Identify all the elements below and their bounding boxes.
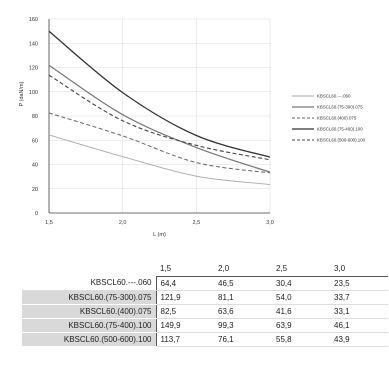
line-chart: 0 20 40 60 80 100 120 140 160 1,5 2,0 2,5 3,0 L (m) P …: [19, 17, 366, 238]
table-cell: 64,4: [156, 276, 214, 291]
x-tick-label: 1,5: [45, 220, 53, 226]
legend-label: KBSCL60.(400).075: [317, 116, 357, 121]
table-cell: 41,6: [272, 304, 330, 319]
table-cell: 113,7: [156, 332, 214, 347]
chart-axes: 0 20 40 60 80 100 120 140 160 1,5 2,0 2,5 3,0 L (m) P …: [19, 17, 274, 238]
table-header: 2,0: [214, 262, 272, 277]
row-label: KBSCL60.(500-600).100: [22, 332, 157, 347]
table-row: KBSCL60.(75-400).100 149,9 99,3 63,9 46,…: [22, 318, 388, 333]
row-label: KBSCL60.(75-300).075: [22, 290, 157, 305]
series-line: [48, 64, 271, 173]
series-line: [48, 134, 271, 185]
table-row: KBSCL60.(500-600).100 113,7 76,1 55,8 43…: [22, 332, 388, 347]
y-axis-label: P (daN/m): [19, 81, 25, 106]
table-row: KBSCL60.(400).075 82,5 63,6 41,6 33,1: [22, 304, 388, 319]
x-tick-label: 2,0: [119, 220, 127, 226]
table-cell: 76,1: [214, 332, 272, 347]
table-cell: 33,7: [330, 290, 388, 305]
table-cell: 55,8: [272, 332, 330, 347]
y-tick-label: 160: [29, 17, 38, 23]
table-header: 1,5: [156, 262, 214, 277]
table-cell: 82,5: [156, 304, 214, 319]
x-tick-label: 3,0: [266, 220, 274, 226]
table-header: 3,0: [330, 262, 388, 277]
table-cell: 63,6: [214, 304, 272, 319]
series-line: [48, 112, 271, 174]
table-cell: 23,5: [330, 276, 388, 291]
table-row: KBSCL60.---.060 64,4 46,5 30,4 23,5: [22, 276, 388, 291]
y-tick-label: 140: [29, 41, 38, 47]
chart-series: [48, 30, 271, 185]
row-label: KBSCL60.---.060: [22, 276, 157, 291]
row-label: KBSCL60.(400).075: [22, 304, 157, 319]
legend-label: KBSCL60.(75-300).075: [317, 105, 363, 110]
table-cell: 99,3: [214, 318, 272, 333]
table-cell: 30,4: [272, 276, 330, 291]
table-header: 2,5: [272, 262, 330, 277]
table-header-row: 1,5 2,0 2,5 3,0: [22, 262, 388, 277]
series-line: [48, 74, 271, 161]
table-cell: 121,9: [156, 290, 214, 305]
x-tick-label: 2,5: [193, 220, 201, 226]
data-table: 1,5 2,0 2,5 3,0 KBSCL60.---.060 64,4 46,…: [22, 262, 388, 347]
table-cell: 43,9: [330, 332, 388, 347]
y-tick-label: 100: [29, 90, 38, 96]
table-cell: 63,9: [272, 318, 330, 333]
table-cell: 46,5: [214, 276, 272, 291]
table-row: KBSCL60.(75-300).075 121,9 81,1 54,0 33,…: [22, 290, 388, 305]
y-tick-label: 80: [32, 114, 38, 120]
legend-label: KBSCL60.---.060: [317, 94, 351, 99]
table-cell: 46,1: [330, 318, 388, 333]
legend-label: KBSCL60.(75-400).100: [317, 127, 363, 132]
x-axis-label: L (m): [153, 232, 166, 238]
y-tick-label: 40: [32, 163, 38, 169]
y-tick-label: 0: [35, 211, 38, 217]
chart-legend: KBSCL60.---.060 KBSCL60.(75-300).075 KBSCL…: [292, 94, 366, 143]
table-cell: 81,1: [214, 290, 272, 305]
series-line: [48, 30, 271, 158]
legend-label: KBSCL60.(500-600).100: [317, 138, 366, 143]
table-corner: [22, 262, 156, 276]
table-cell: 54,0: [272, 290, 330, 305]
y-tick-label: 20: [32, 187, 38, 193]
table-cell: 149,9: [156, 318, 214, 333]
y-tick-label: 60: [32, 138, 38, 144]
table-cell: 33,1: [330, 304, 388, 319]
y-tick-label: 120: [29, 66, 38, 72]
row-label: KBSCL60.(75-400).100: [22, 318, 157, 333]
